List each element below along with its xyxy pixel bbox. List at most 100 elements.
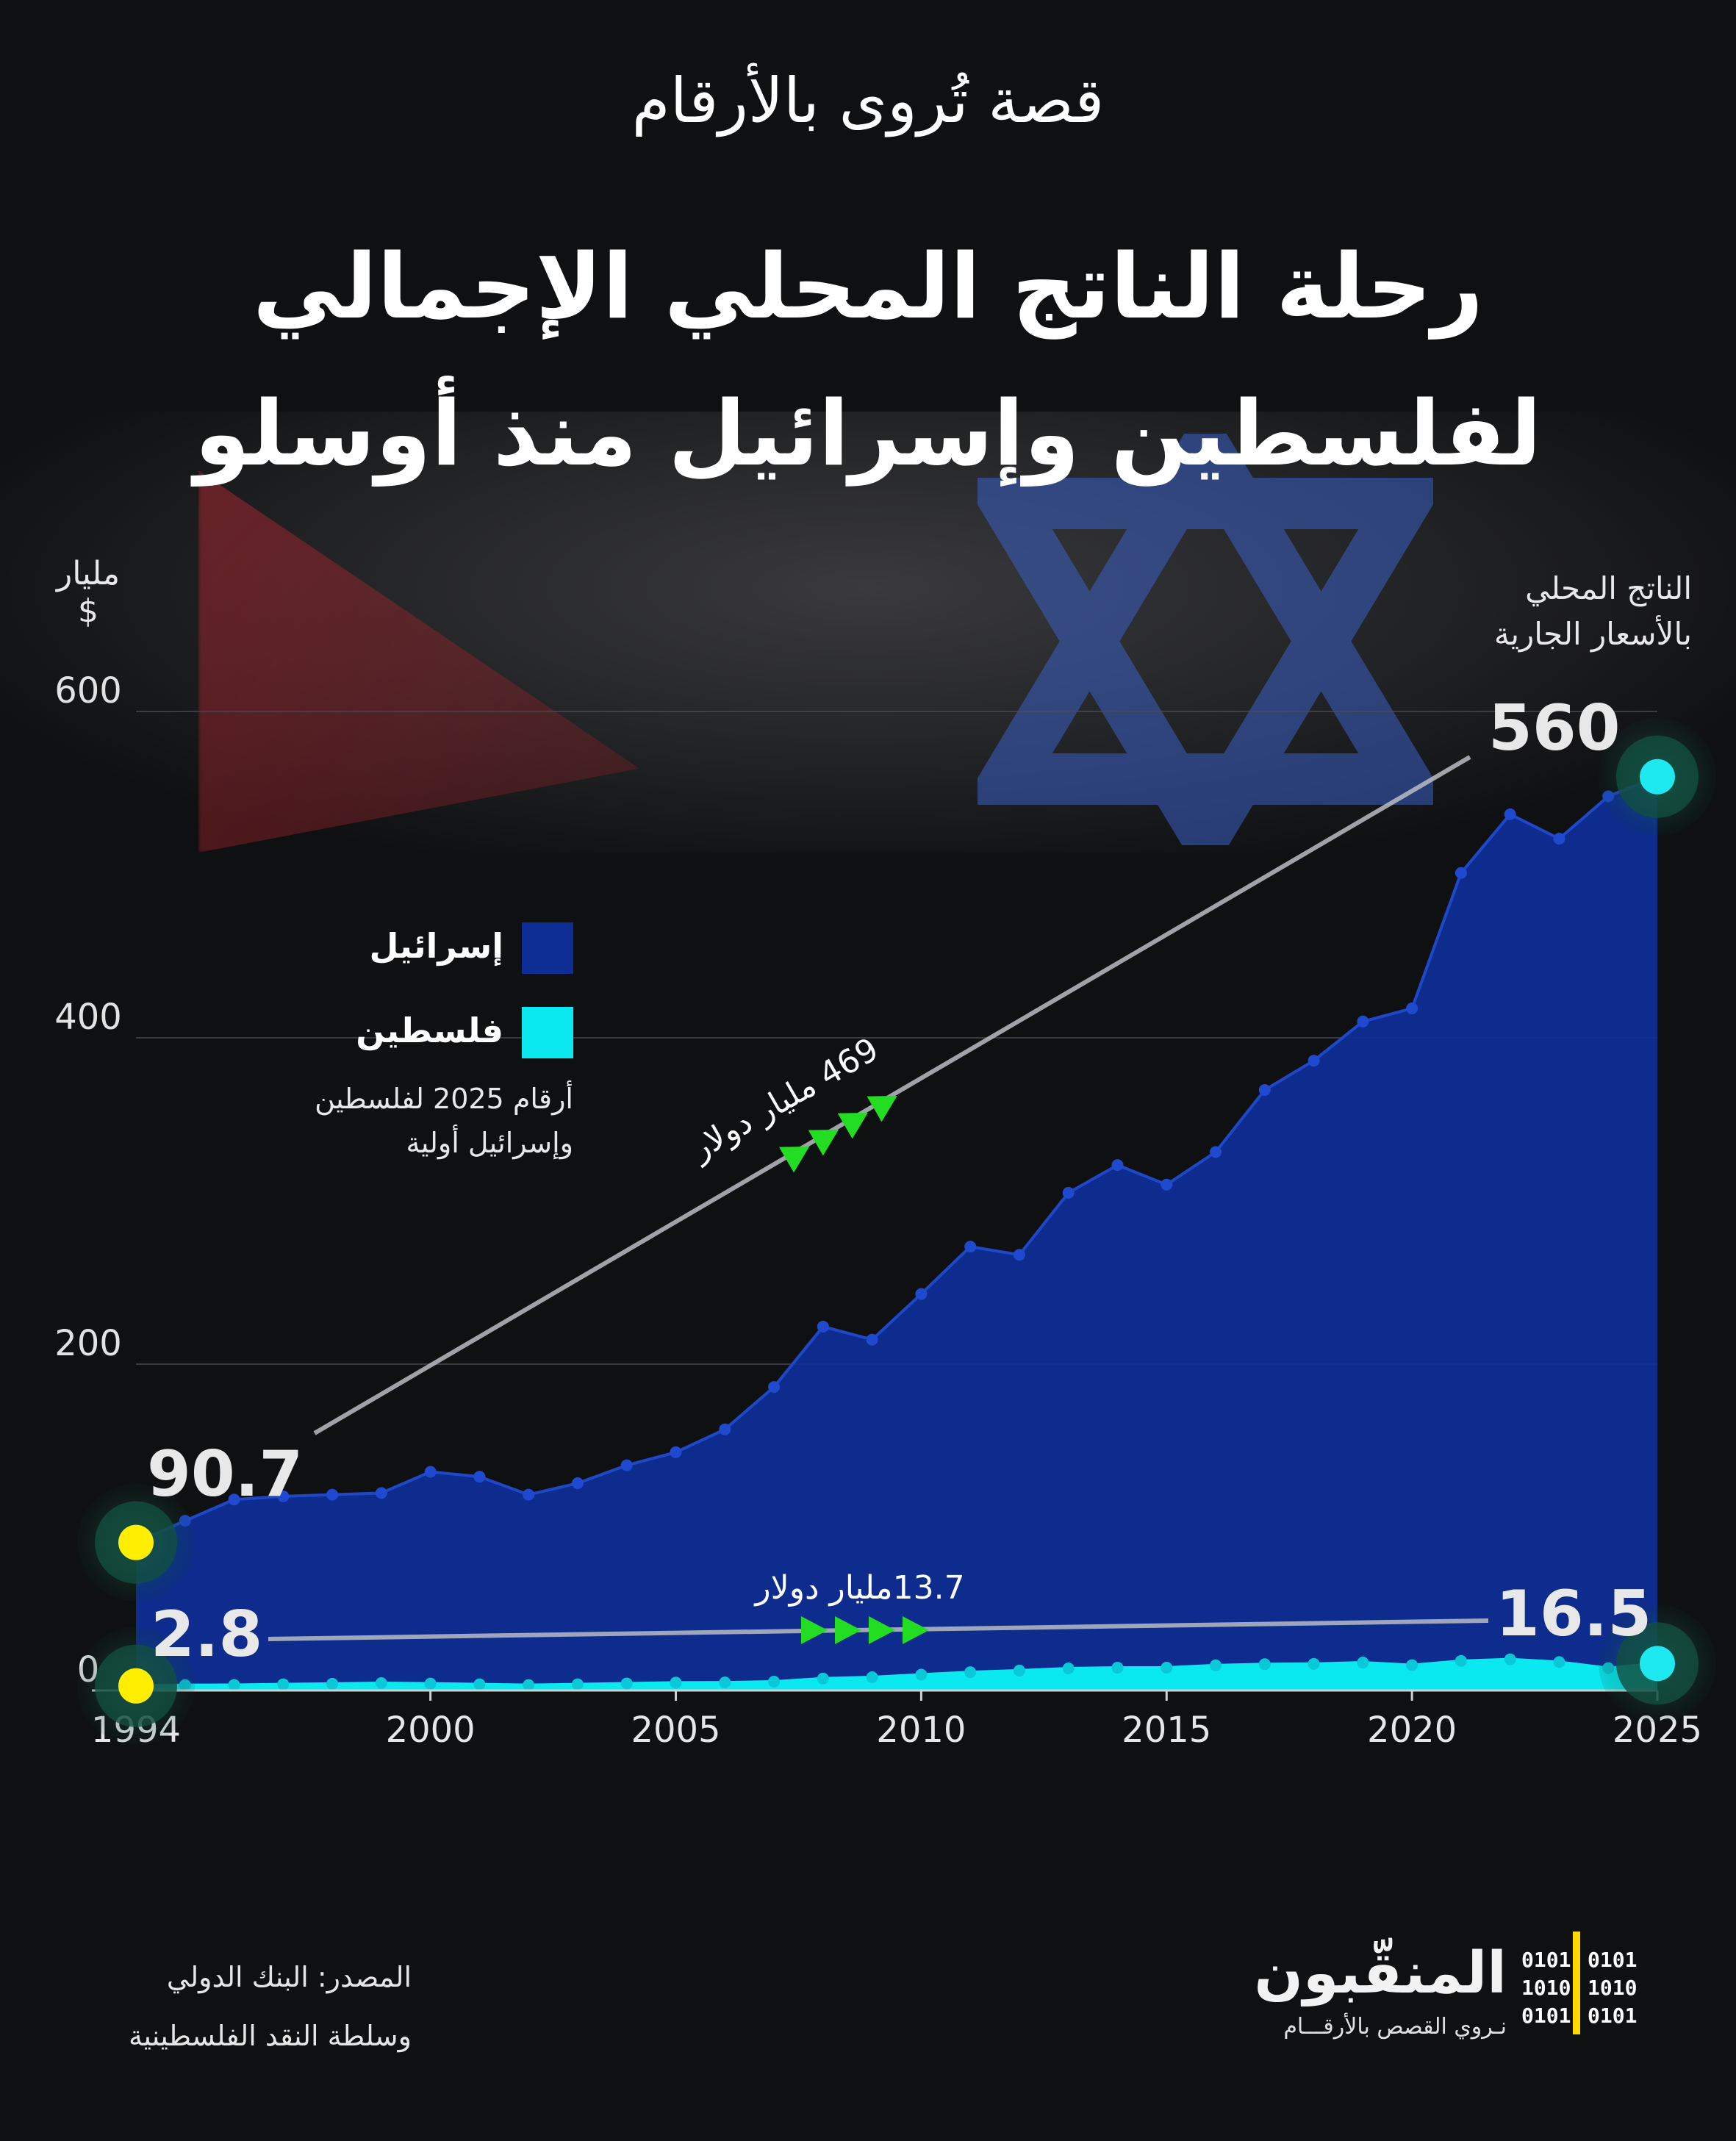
series-areas bbox=[130, 770, 1663, 1692]
israel-trend-line bbox=[313, 755, 1471, 1435]
x-tick-label: 2015 bbox=[1122, 1710, 1211, 1751]
data-point-palestine bbox=[326, 1677, 339, 1690]
data-point-israel bbox=[1111, 1159, 1124, 1172]
data-point-palestine bbox=[523, 1679, 535, 1691]
series-area-palestine bbox=[136, 1659, 1657, 1690]
legend: إسرائيل فلسطين bbox=[309, 919, 573, 1095]
series-area-israel bbox=[136, 776, 1657, 1690]
y-axis-unit: مليار $ bbox=[51, 555, 125, 630]
brand-bit: 1010 bbox=[1588, 1976, 1638, 2000]
data-point-palestine bbox=[866, 1671, 878, 1684]
data-point-israel bbox=[719, 1423, 731, 1435]
legend-label-palestine: فلسطين bbox=[356, 1011, 503, 1050]
data-point-palestine bbox=[1258, 1658, 1271, 1671]
data-point-israel bbox=[1504, 808, 1516, 820]
data-point-israel bbox=[1161, 1178, 1173, 1191]
palestine-end-marker bbox=[1640, 1646, 1675, 1682]
x-axis-ticks: 1994200020052010201520202025 bbox=[91, 1689, 1702, 1751]
data-point-palestine bbox=[1455, 1654, 1467, 1667]
data-point-israel bbox=[1406, 1003, 1418, 1015]
y-axis-ticks: 0200400600 bbox=[54, 670, 122, 1690]
data-point-israel bbox=[523, 1488, 535, 1501]
data-point-israel bbox=[375, 1487, 387, 1499]
data-point-palestine bbox=[1210, 1659, 1222, 1671]
brand-bit: 0101 bbox=[1588, 1948, 1638, 1972]
data-point-palestine bbox=[424, 1677, 437, 1690]
brand-name: المنقّبون bbox=[1254, 1940, 1507, 2006]
israel-arrow-icon bbox=[837, 1113, 868, 1139]
data-point-israel bbox=[1553, 833, 1565, 845]
data-point-palestine bbox=[277, 1678, 290, 1690]
data-point-palestine bbox=[473, 1678, 486, 1690]
data-point-israel bbox=[424, 1466, 437, 1478]
data-point-palestine bbox=[964, 1666, 977, 1679]
data-point-palestine bbox=[1357, 1657, 1369, 1669]
series-line-palestine bbox=[135, 1657, 1658, 1688]
data-point-israel bbox=[473, 1471, 486, 1483]
data-point-palestine bbox=[1504, 1653, 1516, 1665]
data-point-palestine bbox=[670, 1676, 682, 1689]
data-point-israel bbox=[964, 1241, 977, 1253]
data-point-palestine bbox=[1062, 1663, 1075, 1675]
data-point-israel bbox=[670, 1446, 682, 1458]
brand-tagline: نـروي القصص بالأرقـــام bbox=[1283, 2014, 1507, 2040]
y-unit-line-1: مليار bbox=[56, 555, 121, 592]
data-point-israel bbox=[1258, 1084, 1271, 1097]
israel-arrow-icon bbox=[779, 1147, 810, 1173]
israel-arrow-icon bbox=[808, 1130, 839, 1156]
israel-arrow-icon bbox=[867, 1096, 897, 1122]
brand-bit: 0101 bbox=[1588, 2004, 1638, 2028]
data-point-palestine bbox=[1111, 1661, 1124, 1674]
series-note-line-2: بالأسعار الجارية bbox=[1493, 616, 1692, 652]
data-point-israel bbox=[277, 1490, 290, 1502]
title-line-2: لفلسطين وإسرائيل منذ أوسلو bbox=[194, 381, 1542, 486]
data-point-palestine bbox=[1013, 1664, 1025, 1676]
data-point-palestine bbox=[375, 1677, 387, 1690]
endpoint-markers bbox=[77, 717, 1716, 1745]
y-unit-line-2: $ bbox=[78, 592, 98, 630]
source-line-1: المصدر: البنك الدولي bbox=[166, 1961, 412, 1993]
brand-logo: المنقّبون نـروي القصص بالأرقـــام 0101 1… bbox=[1242, 1932, 1639, 2051]
palestine-end-value: 16.5 bbox=[1496, 1577, 1651, 1651]
data-point-israel bbox=[326, 1488, 339, 1501]
data-point-israel bbox=[1455, 867, 1467, 879]
star-of-david-icon bbox=[961, 398, 1449, 885]
palestine-start-marker bbox=[118, 1668, 154, 1704]
y-tick-label: 400 bbox=[54, 997, 122, 1038]
israel-end-marker bbox=[1640, 759, 1675, 795]
y-tick-label: 600 bbox=[54, 670, 122, 711]
palestine-growth-label: 13.7مليار دولار bbox=[753, 1569, 964, 1607]
y-tick-label: 200 bbox=[54, 1323, 122, 1364]
data-point-israel bbox=[1210, 1146, 1222, 1158]
page-title: رحلة الناتج المحلي الإجمالي لفلسطين وإسر… bbox=[0, 213, 1736, 507]
israel-start-marker bbox=[118, 1524, 154, 1560]
legend-note: أرقام 2025 لفلسطين وإسرائيل أولية bbox=[279, 1077, 573, 1165]
legend-note-line-1: أرقام 2025 لفلسطين bbox=[315, 1083, 573, 1115]
data-point-israel bbox=[1062, 1186, 1075, 1199]
palestine-arrow-icon bbox=[835, 1616, 861, 1644]
brand-pickaxe-icon bbox=[1573, 1932, 1580, 2034]
data-point-palestine bbox=[817, 1672, 829, 1685]
source-line-2: وسلطة النقد الفلسطينية bbox=[128, 2020, 412, 2052]
israel-start-value: 90.7 bbox=[147, 1438, 303, 1511]
growth-arrows bbox=[779, 1096, 929, 1644]
x-tick-label: 2010 bbox=[876, 1710, 966, 1751]
x-tick-label: 2000 bbox=[386, 1710, 476, 1751]
data-point-palestine bbox=[719, 1676, 731, 1689]
legend-swatch-israel bbox=[522, 922, 573, 974]
data-point-palestine bbox=[1161, 1661, 1173, 1674]
data-point-palestine bbox=[915, 1668, 928, 1681]
brand-bit: 1010 bbox=[1521, 1976, 1571, 2000]
data-point-israel bbox=[817, 1320, 829, 1333]
israel-end-value: 560 bbox=[1488, 692, 1621, 765]
x-tick-label: 2020 bbox=[1367, 1710, 1457, 1751]
data-point-palestine bbox=[1308, 1657, 1320, 1670]
palestine-arrow-icon bbox=[801, 1616, 828, 1644]
data-point-israel bbox=[228, 1493, 240, 1506]
data-point-israel bbox=[1308, 1055, 1320, 1067]
data-point-palestine bbox=[1553, 1656, 1565, 1668]
kicker-title: قصة تُروى بالأرقام bbox=[631, 65, 1105, 137]
legend-swatch-palestine bbox=[522, 1007, 573, 1058]
palestine-arrow-icon bbox=[869, 1616, 895, 1644]
